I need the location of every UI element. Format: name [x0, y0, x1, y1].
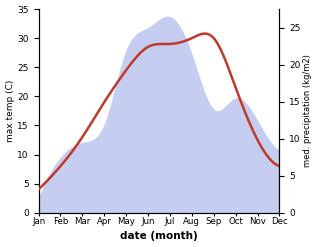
Y-axis label: max temp (C): max temp (C) — [5, 80, 15, 142]
Y-axis label: med. precipitation (kg/m2): med. precipitation (kg/m2) — [303, 54, 313, 167]
X-axis label: date (month): date (month) — [120, 231, 198, 242]
